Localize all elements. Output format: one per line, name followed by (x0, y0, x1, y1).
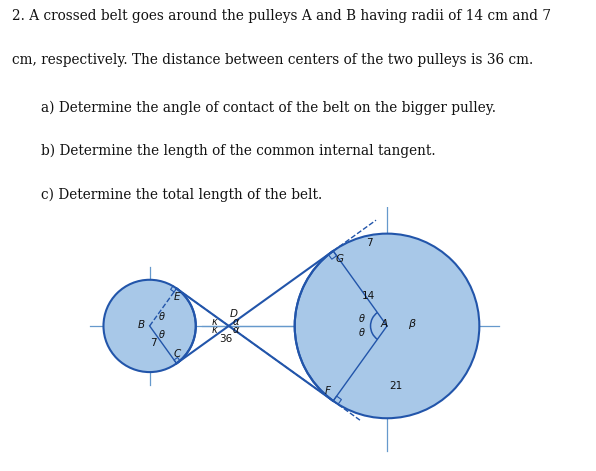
Text: 7: 7 (151, 338, 157, 349)
Text: α: α (233, 317, 239, 327)
Text: C: C (173, 349, 181, 359)
Text: F: F (325, 386, 331, 396)
Text: B: B (137, 320, 144, 330)
Text: α: α (233, 325, 239, 335)
Text: θ: θ (159, 330, 164, 340)
Text: G: G (335, 253, 343, 264)
Text: A: A (380, 319, 387, 329)
Text: θ: θ (359, 314, 365, 324)
Text: b) Determine the length of the common internal tangent.: b) Determine the length of the common in… (41, 144, 435, 158)
Text: D: D (230, 309, 238, 319)
Text: 36: 36 (219, 334, 232, 344)
Circle shape (104, 280, 196, 372)
Text: θ: θ (159, 312, 164, 322)
Text: β: β (408, 319, 415, 329)
Text: c) Determine the total length of the belt.: c) Determine the total length of the bel… (41, 187, 322, 202)
Text: κ: κ (212, 325, 217, 335)
Text: E: E (174, 292, 181, 302)
Text: cm, respectively. The distance between centers of the two pulleys is 36 cm.: cm, respectively. The distance between c… (12, 53, 533, 67)
Circle shape (294, 234, 479, 418)
Text: θ: θ (359, 328, 365, 338)
Text: 2. A crossed belt goes around the pulleys A and B having radii of 14 cm and 7: 2. A crossed belt goes around the pulley… (12, 9, 551, 24)
Text: 14: 14 (362, 291, 375, 301)
Text: 7: 7 (367, 238, 373, 248)
Text: κ: κ (212, 317, 217, 327)
Text: a) Determine the angle of contact of the belt on the bigger pulley.: a) Determine the angle of contact of the… (41, 100, 495, 115)
Text: 21: 21 (390, 381, 403, 391)
